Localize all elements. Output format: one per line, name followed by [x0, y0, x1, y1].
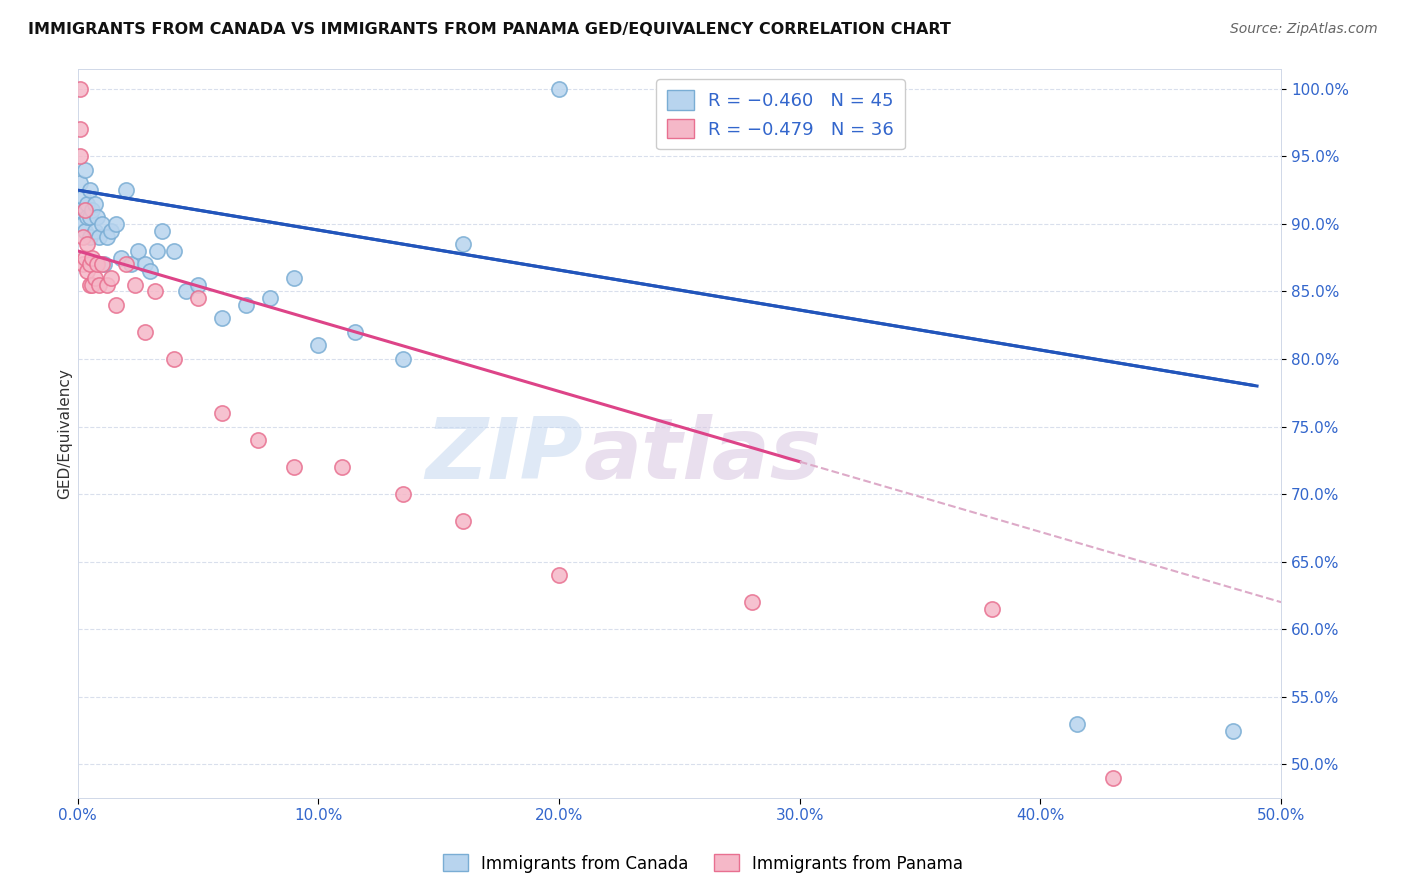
Point	[76, 196, 98, 211]
Point	[105, 298, 128, 312]
Point	[73, 162, 96, 177]
Point	[100, 224, 122, 238]
Point	[115, 183, 138, 197]
Point	[127, 244, 149, 258]
Point	[69, 82, 91, 96]
Point	[86, 210, 108, 224]
Point	[174, 285, 197, 299]
Point	[451, 514, 474, 528]
Point	[307, 338, 329, 352]
Y-axis label: GED/Equivalency: GED/Equivalency	[58, 368, 72, 499]
Point	[79, 257, 101, 271]
Point	[89, 277, 111, 292]
Point	[110, 251, 132, 265]
Point	[1101, 771, 1123, 785]
Point	[120, 257, 142, 271]
Point	[72, 230, 94, 244]
Point	[93, 257, 115, 271]
Point	[69, 177, 91, 191]
Point	[187, 291, 209, 305]
Point	[124, 277, 146, 292]
Point	[73, 224, 96, 238]
Point	[150, 224, 173, 238]
Point	[82, 277, 104, 292]
Point	[76, 264, 98, 278]
Point	[211, 311, 233, 326]
Point	[79, 277, 101, 292]
Point	[283, 271, 305, 285]
Point	[211, 406, 233, 420]
Point	[1222, 723, 1244, 738]
Point	[73, 251, 96, 265]
Point	[69, 203, 91, 218]
Point	[83, 271, 105, 285]
Point	[332, 460, 354, 475]
Point	[86, 257, 108, 271]
Text: atlas: atlas	[583, 414, 821, 497]
Legend: R = −0.460   N = 45, R = −0.479   N = 36: R = −0.460 N = 45, R = −0.479 N = 36	[657, 79, 905, 150]
Point	[76, 210, 98, 224]
Legend: Immigrants from Canada, Immigrants from Panama: Immigrants from Canada, Immigrants from …	[436, 847, 970, 880]
Point	[451, 237, 474, 252]
Point	[69, 149, 91, 163]
Point	[79, 183, 101, 197]
Point	[89, 230, 111, 244]
Point	[259, 291, 281, 305]
Point	[741, 595, 763, 609]
Point	[139, 264, 162, 278]
Point	[76, 237, 98, 252]
Point	[146, 244, 169, 258]
Point	[981, 602, 1004, 616]
Point	[134, 257, 156, 271]
Point	[73, 203, 96, 218]
Point	[79, 230, 101, 244]
Point	[73, 203, 96, 218]
Text: ZIP: ZIP	[426, 414, 583, 497]
Point	[100, 271, 122, 285]
Point	[187, 277, 209, 292]
Point	[83, 196, 105, 211]
Text: IMMIGRANTS FROM CANADA VS IMMIGRANTS FROM PANAMA GED/EQUIVALENCY CORRELATION CHA: IMMIGRANTS FROM CANADA VS IMMIGRANTS FRO…	[28, 22, 950, 37]
Point	[1066, 716, 1088, 731]
Point	[235, 298, 257, 312]
Point	[82, 203, 104, 218]
Point	[283, 460, 305, 475]
Point	[860, 82, 883, 96]
Point	[72, 190, 94, 204]
Point	[143, 285, 166, 299]
Point	[115, 257, 138, 271]
Point	[90, 257, 112, 271]
Point	[247, 433, 270, 447]
Point	[69, 122, 91, 136]
Point	[343, 325, 366, 339]
Point	[548, 82, 571, 96]
Point	[548, 568, 571, 582]
Point	[105, 217, 128, 231]
Point	[391, 487, 413, 501]
Text: Source: ZipAtlas.com: Source: ZipAtlas.com	[1230, 22, 1378, 37]
Point	[96, 230, 118, 244]
Point	[391, 351, 413, 366]
Point	[72, 257, 94, 271]
Point	[163, 244, 186, 258]
Point	[96, 277, 118, 292]
Point	[134, 325, 156, 339]
Point	[83, 224, 105, 238]
Point	[90, 217, 112, 231]
Point	[79, 210, 101, 224]
Point	[163, 351, 186, 366]
Point	[82, 251, 104, 265]
Point	[72, 217, 94, 231]
